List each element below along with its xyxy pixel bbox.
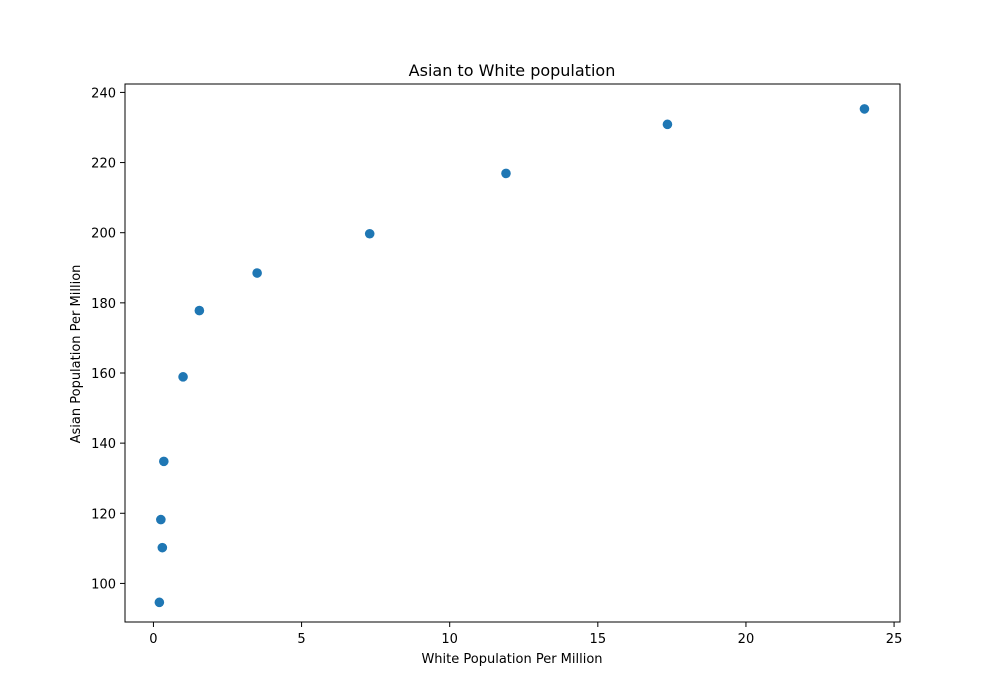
data-point bbox=[859, 104, 870, 114]
data-point bbox=[194, 305, 205, 316]
plot-area-frame bbox=[124, 83, 901, 623]
x-tick-label: 5 bbox=[297, 632, 305, 647]
data-point bbox=[154, 597, 165, 608]
chart-title: Asian to White population bbox=[409, 61, 616, 80]
data-point bbox=[159, 456, 169, 467]
data-point bbox=[662, 119, 673, 130]
y-tick-label: 120 bbox=[91, 507, 116, 522]
y-tick-label: 220 bbox=[91, 157, 116, 172]
x-axis-ticks: 0 5 10 15 20 25 bbox=[149, 622, 902, 647]
y-tick-label: 100 bbox=[91, 577, 116, 592]
x-tick-label: 10 bbox=[441, 632, 458, 647]
data-points-group bbox=[154, 104, 870, 608]
y-tick-label: 160 bbox=[91, 367, 116, 382]
y-axis-ticks: 100 120 140 160 180 200 220 240 bbox=[91, 86, 125, 592]
y-tick-label: 200 bbox=[91, 227, 116, 242]
data-point bbox=[178, 372, 188, 382]
data-point bbox=[501, 168, 511, 179]
x-tick-label: 25 bbox=[886, 632, 903, 647]
data-point bbox=[252, 268, 262, 278]
x-axis-label: White Population Per Million bbox=[421, 652, 602, 667]
y-tick-label: 180 bbox=[91, 297, 116, 312]
y-axis-label: Asian Population Per Million bbox=[69, 265, 84, 444]
y-tick-label: 240 bbox=[91, 86, 116, 101]
y-tick-label: 140 bbox=[91, 437, 116, 452]
data-point bbox=[364, 228, 375, 239]
x-tick-label: 0 bbox=[149, 632, 157, 647]
data-point bbox=[157, 542, 168, 553]
data-point bbox=[156, 514, 166, 525]
x-tick-label: 15 bbox=[590, 632, 607, 647]
x-tick-label: 20 bbox=[738, 632, 755, 647]
